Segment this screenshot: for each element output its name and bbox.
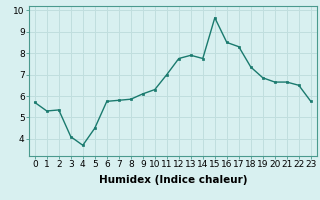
X-axis label: Humidex (Indice chaleur): Humidex (Indice chaleur) (99, 175, 247, 185)
